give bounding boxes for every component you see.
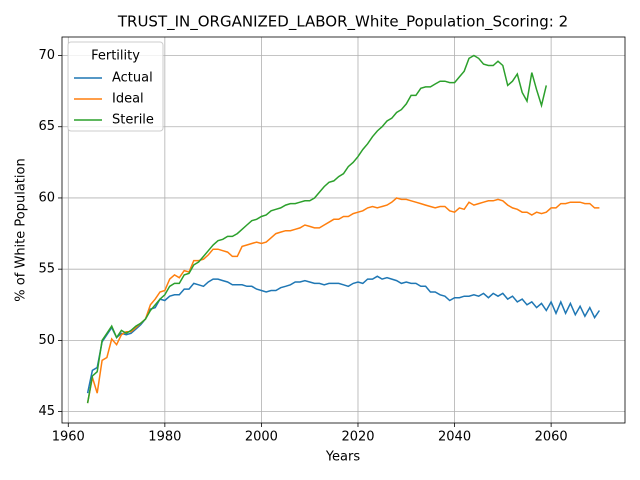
x-tick-label: 1980 (148, 430, 181, 445)
data-line (86, 275, 601, 394)
y-tick-label: 70 (38, 48, 55, 63)
data-line (86, 54, 548, 404)
legend-label: Actual (112, 71, 153, 86)
y-axis-label: % of White Population (14, 158, 29, 301)
y-tick-label: 45 (38, 404, 55, 419)
plot-frame (61, 36, 626, 424)
chart-title: TRUST_IN_ORGANIZED_LABOR_White_Populatio… (117, 13, 568, 32)
data-line (86, 197, 600, 404)
y-tick-label: 55 (38, 262, 55, 277)
x-tick-label: 1960 (52, 430, 85, 445)
x-tick-label: 2040 (438, 430, 471, 445)
legend-label: Ideal (112, 92, 144, 107)
x-tick-label: 2060 (535, 430, 568, 445)
x-axis-label: Years (325, 450, 361, 465)
legend-box (67, 41, 164, 132)
x-tick-label: 2020 (341, 430, 374, 445)
legend-label: Sterile (112, 113, 154, 128)
y-tick-label: 65 (38, 119, 55, 134)
y-tick-label: 50 (38, 333, 55, 348)
y-tick-label: 60 (38, 190, 55, 205)
legend-title: Fertility (91, 49, 140, 64)
x-tick-label: 2000 (245, 430, 278, 445)
